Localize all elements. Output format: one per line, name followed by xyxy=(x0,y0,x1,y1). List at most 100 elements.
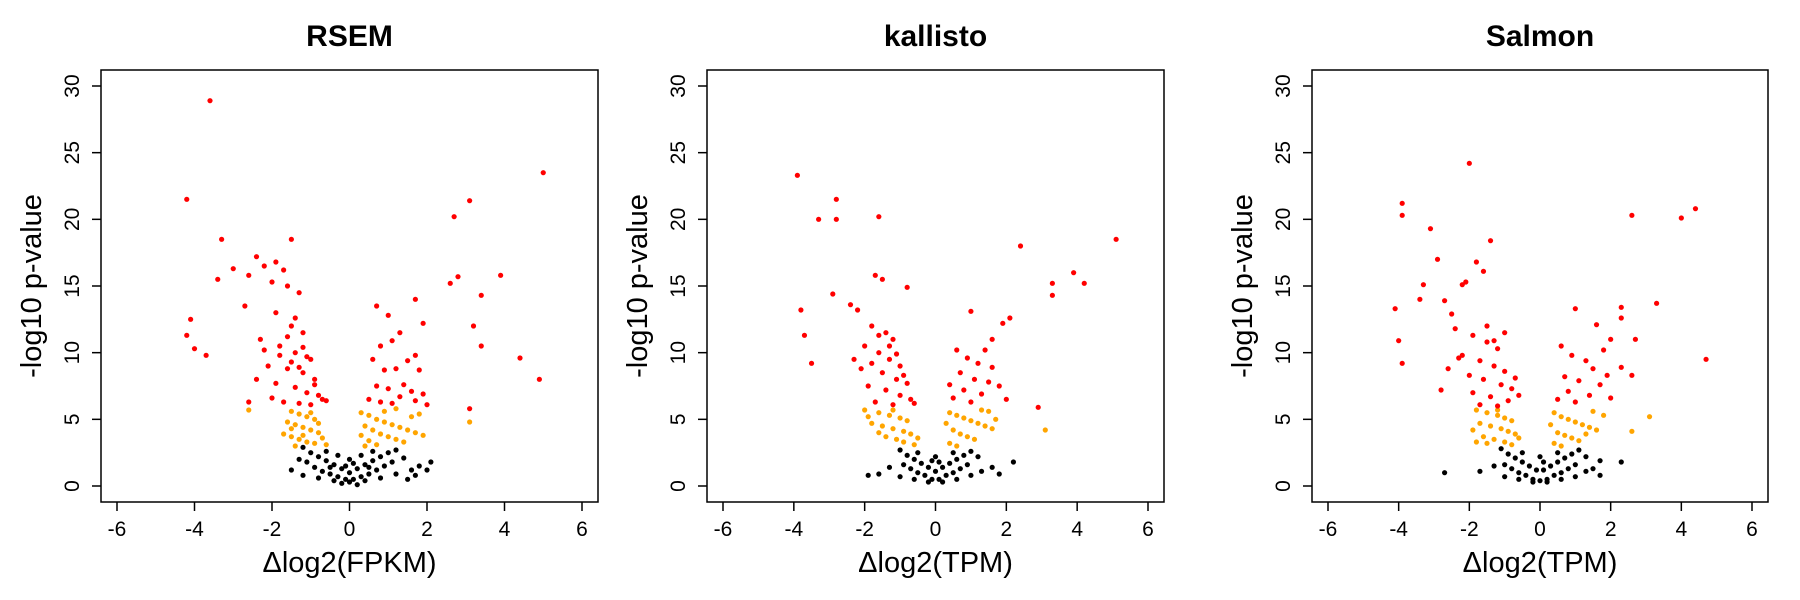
data-point xyxy=(323,442,329,448)
data-point xyxy=(943,420,949,426)
data-point xyxy=(343,476,349,482)
data-point xyxy=(377,399,384,405)
data-point xyxy=(428,459,434,465)
data-point xyxy=(947,440,953,446)
data-point xyxy=(954,412,960,418)
data-point xyxy=(397,424,403,430)
data-point xyxy=(1548,463,1554,469)
data-point xyxy=(1512,375,1518,381)
data-point xyxy=(1487,394,1494,400)
data-point xyxy=(1505,398,1511,404)
data-point xyxy=(346,456,353,462)
data-point xyxy=(265,363,271,369)
data-point xyxy=(304,390,310,396)
data-point xyxy=(986,408,992,414)
data-point xyxy=(862,343,868,349)
data-point xyxy=(1399,212,1405,218)
data-point xyxy=(968,399,974,405)
data-point xyxy=(801,332,808,338)
data-point xyxy=(1618,459,1624,465)
data-point xyxy=(350,476,356,482)
data-point xyxy=(354,482,360,488)
plot-panel-2: Salmon -6 -4 -2 0 2 4 6 0 5 10 15 20 25 30 Δlog2(TPM) -l… xyxy=(1227,20,1769,579)
data-point xyxy=(911,456,917,462)
data-point xyxy=(253,376,260,382)
data-point xyxy=(908,396,914,402)
data-point xyxy=(405,358,411,364)
data-point xyxy=(1477,468,1483,474)
data-point xyxy=(897,447,903,453)
data-point xyxy=(292,422,298,428)
data-point xyxy=(366,471,372,477)
data-point xyxy=(478,343,484,349)
data-point xyxy=(1042,427,1048,433)
y-tick-label: 25 xyxy=(667,141,690,164)
y-tick-label: 10 xyxy=(1272,341,1295,364)
data-point xyxy=(1608,395,1614,401)
data-point xyxy=(362,423,368,429)
data-point xyxy=(389,400,395,406)
data-point xyxy=(989,426,995,432)
data-point xyxy=(897,392,903,398)
data-point xyxy=(1576,447,1582,453)
data-point xyxy=(957,431,963,437)
data-point xyxy=(273,380,279,386)
data-point xyxy=(1003,396,1009,402)
data-point xyxy=(370,427,376,433)
data-point xyxy=(890,402,896,408)
data-point xyxy=(1399,200,1405,206)
data-point xyxy=(346,479,353,485)
data-point xyxy=(1509,386,1515,392)
data-point xyxy=(315,454,322,460)
y-tick-label: 30 xyxy=(667,74,690,97)
data-point xyxy=(1629,372,1635,378)
data-point xyxy=(1562,455,1568,461)
data-point xyxy=(954,476,960,482)
data-point xyxy=(996,383,1002,389)
data-point xyxy=(312,440,318,446)
data-point xyxy=(335,474,341,480)
data-point xyxy=(1434,256,1441,262)
data-point xyxy=(385,450,391,456)
data-point xyxy=(346,470,353,476)
data-point xyxy=(1480,434,1487,440)
data-point xyxy=(412,472,418,478)
data-point xyxy=(1473,407,1479,413)
data-point xyxy=(1593,322,1600,328)
data-point xyxy=(1579,422,1585,428)
data-point xyxy=(1572,399,1578,405)
x-tick-label: 0 xyxy=(344,518,356,541)
x-tick-label: -6 xyxy=(714,518,733,541)
data-point xyxy=(901,462,907,468)
data-point xyxy=(1601,412,1607,418)
data-point xyxy=(420,320,426,326)
data-point xyxy=(281,267,287,273)
data-point xyxy=(1590,408,1596,414)
y-axis-label: -log10 p-value xyxy=(1227,194,1259,378)
data-point xyxy=(1516,435,1522,441)
data-point xyxy=(1533,467,1540,473)
data-point xyxy=(288,426,294,432)
data-point xyxy=(281,431,287,437)
data-point xyxy=(1477,402,1483,408)
data-point xyxy=(876,430,882,436)
data-point xyxy=(915,450,921,456)
x-axis-label: Δlog2(TPM) xyxy=(1463,547,1618,579)
y-tick-label: 15 xyxy=(667,274,690,297)
data-point xyxy=(215,276,221,282)
data-point xyxy=(982,347,988,353)
data-point xyxy=(1509,418,1515,424)
data-point xyxy=(540,170,546,176)
data-point xyxy=(312,464,318,470)
data-point xyxy=(300,344,306,350)
data-point xyxy=(277,352,283,358)
data-point xyxy=(1629,212,1635,218)
data-point xyxy=(389,459,395,465)
data-point xyxy=(833,216,839,222)
data-point xyxy=(296,456,302,462)
data-point xyxy=(261,263,267,269)
data-point xyxy=(798,307,804,313)
data-point xyxy=(897,474,903,480)
data-point xyxy=(1555,396,1561,402)
x-tick-label: -4 xyxy=(784,518,803,541)
